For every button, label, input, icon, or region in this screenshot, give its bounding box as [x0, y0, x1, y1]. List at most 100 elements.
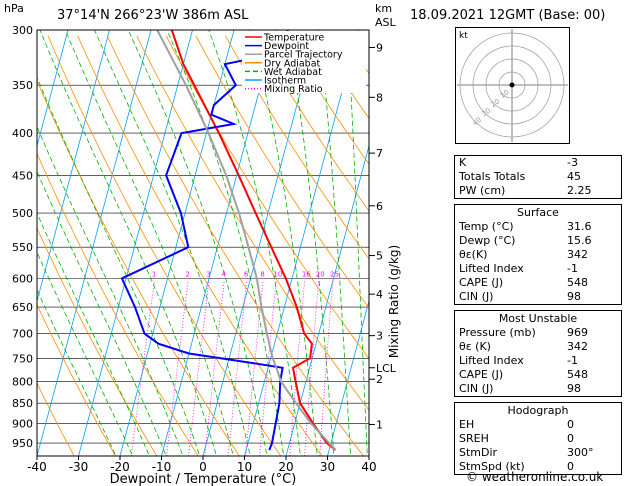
hodograph-title: Hodograph: [507, 404, 569, 417]
row-label: SREH: [459, 432, 489, 445]
x-tick-label: -20: [110, 460, 130, 474]
dry-adiabat: [136, 35, 369, 411]
table-row: EH 0: [455, 418, 623, 432]
location-title: 37°14'N 266°23'W 386m ASL: [57, 8, 249, 23]
parcel-line: [156, 30, 337, 451]
row-label: CIN (J): [459, 382, 494, 395]
mixing-ratio-line: [245, 281, 264, 456]
wet-adiabat: [37, 251, 134, 456]
row-value: 342: [567, 248, 588, 261]
hodograph-ring: [472, 45, 552, 125]
storm-motion-marker: [509, 82, 515, 88]
legend-entry: Dewpoint: [264, 41, 309, 52]
x-axis-label: Dewpoint / Temperature (°C): [110, 472, 297, 486]
hodograph-ring-label: 30: [480, 107, 492, 119]
indices-section: K -3 Totals Totals 45 PW (cm) 2.25: [454, 155, 622, 199]
wet-adiabat: [94, 30, 251, 456]
indices-panel: K -3 Totals Totals 45 PW (cm) 2.25 Surface Te…: [454, 155, 622, 480]
wet-adiabat: [208, 30, 301, 456]
wet-adiabat: [39, 30, 218, 456]
legend-entry: Temperature: [263, 33, 324, 44]
km-tick-label: 1: [376, 418, 383, 431]
row-label: StmSpd (kt): [459, 460, 525, 473]
row-value: 548: [567, 368, 588, 381]
legend-box: [242, 31, 366, 93]
legend-entry: Isotherm: [264, 76, 306, 87]
wet-adiabat: [166, 30, 285, 456]
isotherm-line: [37, 30, 152, 456]
isotherm-line: [285, 144, 369, 456]
hodograph-ring: [498, 71, 526, 99]
dry-adiabat: [37, 303, 116, 456]
isotherm-line: [327, 299, 369, 456]
row-value: -1: [567, 354, 578, 367]
row-value: 0: [567, 432, 574, 445]
table-row: CIN (J) 98: [455, 290, 623, 304]
hodograph-ring-label: 20: [489, 98, 501, 110]
hpa-label: hPa: [4, 2, 24, 15]
km-tick-label: 6: [376, 200, 383, 213]
table-row: θε(K) 342: [455, 248, 623, 262]
x-tick-label: 40: [361, 460, 376, 474]
row-label: θε(K): [459, 248, 488, 261]
dry-adiabat: [37, 152, 199, 456]
legend-entry: Mixing Ratio: [264, 84, 323, 95]
x-tick-label: 0: [199, 460, 207, 474]
legend-entry: Wet Adiabat: [264, 67, 322, 78]
dry-adiabat: [37, 79, 240, 456]
hodograph-section: Hodograph EH 0 SREH 0 StmDir 300° StmSpd (kt) 0: [454, 402, 622, 475]
pressure-tick-label: 900: [12, 418, 33, 431]
row-label: PW (cm): [459, 184, 506, 197]
km-tick-label: LCL: [376, 362, 397, 375]
row-value: 31.6: [567, 220, 592, 233]
mixing-ratio-label: 1: [152, 270, 156, 278]
row-label: θε (K): [459, 340, 491, 353]
row-value: -3: [567, 156, 578, 169]
dry-adiabat: [165, 35, 369, 360]
km-tick-label: 9: [376, 41, 383, 54]
row-value: 15.6: [567, 234, 592, 247]
pressure-tick-label: 700: [12, 328, 33, 341]
pressure-tick-label: 500: [12, 207, 33, 220]
mixing-ratio-label: 3: [206, 270, 210, 278]
pressure-tick-label: 550: [12, 241, 33, 254]
row-label: StmDir: [459, 446, 498, 459]
table-row: StmDir 300°: [455, 446, 623, 460]
wet-adiabat: [37, 170, 167, 456]
km-tick-label: 4: [376, 288, 383, 301]
dry-adiabat: [77, 35, 323, 456]
pressure-tick-label: 800: [12, 375, 33, 388]
row-value: 548: [567, 276, 588, 289]
pressure-tick-label: 600: [12, 272, 33, 285]
most-unstable-title: Most Unstable: [498, 312, 578, 325]
table-row: Pressure (mb) 969: [455, 326, 623, 340]
row-label: CAPE (J): [459, 276, 504, 289]
table-row: CIN (J) 98: [455, 382, 623, 396]
row-label: Temp (°C): [459, 220, 514, 233]
wet-adiabat: [347, 30, 368, 456]
table-row: CAPE (J) 548: [455, 276, 623, 290]
asl-label: ASL: [375, 16, 396, 29]
dry-adiabat: [195, 35, 369, 309]
profiles: [120, 30, 337, 451]
x-tick-label: 30: [320, 460, 335, 474]
dry-adiabat: [37, 227, 158, 456]
row-value: 0: [567, 418, 574, 431]
table-row: K -3: [455, 156, 623, 170]
hodograph-ring: [485, 58, 539, 112]
isotherm-line: [37, 30, 110, 303]
background-lines: 1 2 3 4 6 8 10 16 20 25: [37, 30, 369, 456]
mixing-ratio-line: [188, 281, 210, 456]
table-row: CAPE (J) 548: [455, 368, 623, 382]
pressure-tick-label: 850: [12, 397, 33, 410]
table-row: PW (cm) 2.25: [455, 184, 623, 198]
row-value: 969: [567, 326, 588, 339]
wet-adiabat: [249, 30, 318, 456]
wet-adiabat: [319, 30, 352, 456]
dry-adiabat: [47, 35, 282, 456]
pressure-tick-label: 750: [12, 352, 33, 365]
km-label: km: [375, 2, 393, 15]
